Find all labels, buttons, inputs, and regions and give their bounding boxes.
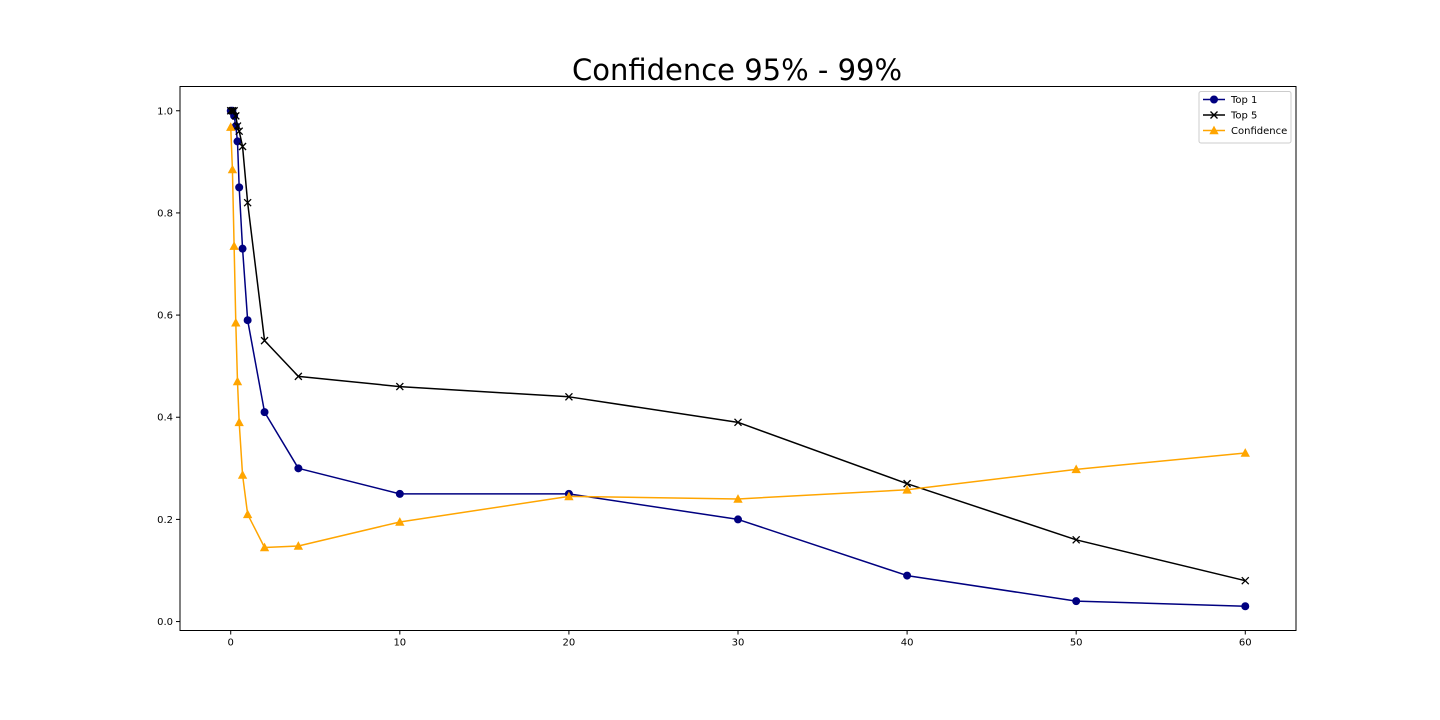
legend-entry-top-1: Top 1: [1203, 95, 1257, 106]
data-point-confidence: [229, 241, 239, 250]
y-tick-label: 1.0: [157, 106, 173, 117]
data-point-confidence: [242, 509, 253, 519]
data-point-confidence: [395, 517, 405, 526]
y-tick-label: 0.6: [157, 311, 173, 322]
x-tick-label: 50: [1070, 638, 1083, 649]
x-axis: 0 10 20 30 40 50 60: [228, 630, 1252, 649]
data-point-top-5: [734, 418, 742, 427]
legend-entry-confidence: Confidence: [1203, 125, 1287, 137]
data-point-top-5: [231, 111, 240, 120]
plot-area-frame: [179, 86, 1297, 631]
data-point-confidence: [293, 541, 304, 550]
series-top-5: [226, 106, 1250, 585]
x-tick-label: 0: [228, 638, 234, 649]
y-tick-label: 0.0: [157, 617, 173, 628]
data-point-top-5: [260, 336, 269, 345]
data-point-confidence: [231, 317, 241, 327]
data-point-confidence: [733, 494, 743, 503]
data-point-top-5: [230, 106, 239, 115]
x-tick-label: 60: [1239, 638, 1252, 649]
data-point-top-5: [903, 479, 912, 488]
data-point-top-5: [395, 382, 404, 391]
series-confidence: [226, 122, 1250, 552]
data-point-top-1: [294, 464, 303, 473]
legend-marker: [1210, 111, 1218, 119]
series-line-top-5: [230, 110, 1246, 582]
data-point-top-1: [238, 244, 247, 253]
data-point-confidence: [564, 491, 574, 501]
series-line-confidence: [229, 127, 1246, 549]
y-tick-label: 0.2: [157, 515, 173, 526]
legend-marker: [1210, 95, 1218, 104]
legend-label: Top 1: [1230, 95, 1257, 106]
data-point-top-1: [395, 489, 404, 498]
data-point-top-5: [564, 392, 573, 401]
data-point-confidence: [259, 542, 270, 552]
data-point-top-1: [1241, 602, 1250, 611]
data-point-top-5: [235, 127, 244, 136]
data-point-confidence: [237, 470, 248, 479]
data-point-top-5: [1241, 576, 1250, 585]
data-point-top-5: [238, 142, 247, 151]
data-point-top-1: [734, 515, 742, 524]
legend: Top 1 Top 5 Confidence: [1198, 91, 1292, 144]
data-point-top-1: [903, 571, 912, 580]
data-point-top-1: [243, 316, 252, 325]
data-point-confidence: [1071, 464, 1081, 474]
x-tick-label: 20: [563, 638, 576, 649]
chart-title: Confidence 95% - 99%: [572, 53, 902, 87]
x-tick-label: 30: [732, 638, 745, 649]
series-top-1: [226, 106, 1250, 611]
x-tick-label: 10: [393, 638, 406, 649]
series-line-top-1: [230, 110, 1246, 607]
data-point-confidence: [1240, 448, 1250, 457]
legend-entry-top-5: Top 5: [1203, 111, 1257, 122]
x-tick-label: 40: [901, 638, 914, 649]
data-point-confidence: [227, 164, 238, 174]
data-point-top-1: [1072, 597, 1081, 606]
series-layer: [226, 106, 1250, 611]
data-point-top-5: [294, 372, 303, 381]
data-point-confidence: [234, 417, 244, 427]
y-tick-label: 0.4: [157, 413, 173, 424]
legend-marker: [1209, 125, 1219, 135]
legend-label: Top 5: [1230, 111, 1257, 122]
data-point-top-5: [243, 198, 252, 207]
data-point-top-5: [1072, 535, 1081, 544]
data-point-top-1: [235, 183, 244, 192]
y-axis: 0.0 0.2 0.4 0.6 0.8 1.0: [157, 106, 180, 628]
legend-label: Confidence: [1231, 126, 1287, 137]
y-tick-label: 0.8: [157, 208, 173, 219]
data-point-top-5: [228, 106, 237, 115]
data-point-top-5: [233, 122, 242, 131]
data-point-confidence: [232, 376, 243, 386]
data-point-confidence: [226, 122, 236, 131]
data-point-top-1: [260, 408, 269, 417]
data-point-confidence: [902, 484, 912, 494]
